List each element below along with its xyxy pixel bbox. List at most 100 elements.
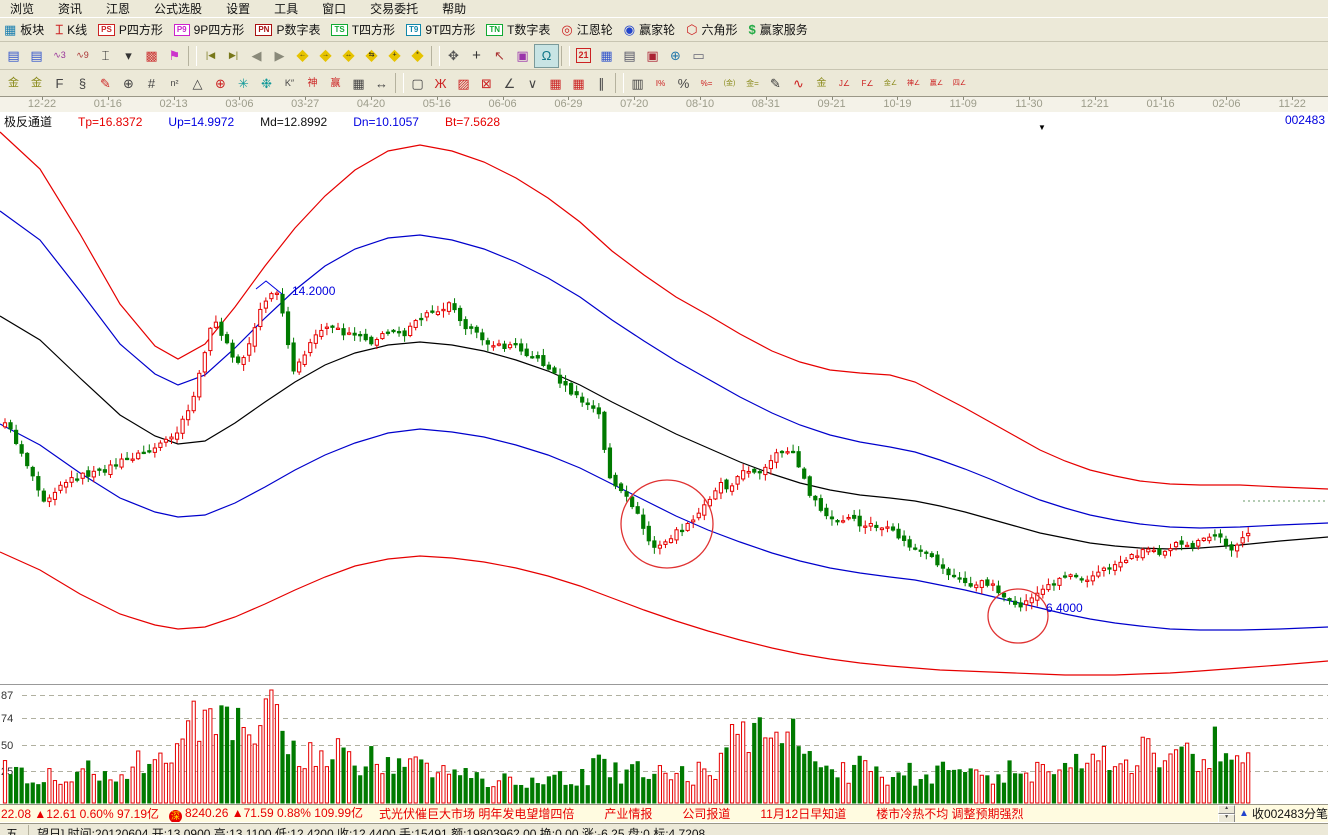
angle-lines-icon[interactable]: ∠ [503, 75, 516, 91]
news-item[interactable]: 公司报道 [682, 807, 731, 821]
news-item[interactable]: 产业情报 [604, 807, 653, 821]
j-angle-icon[interactable]: J∠ [838, 78, 851, 88]
menu-gann[interactable]: 江恩 [106, 2, 131, 16]
gann-star-icon[interactable]: ◆ * [411, 46, 424, 64]
tick-view-label[interactable]: 收002483分笔 [1251, 807, 1328, 821]
percent-levels-icon[interactable]: %= [700, 78, 713, 88]
fibonacci-ruler-icon[interactable]: F [55, 75, 64, 91]
tool-winner-wheel[interactable]: ◉ 赢家轮 [624, 21, 675, 38]
scroll-spinner[interactable]: ▲ ▼ [1218, 805, 1236, 822]
wave-count-9-icon[interactable]: ∿9 [76, 50, 89, 60]
parallel-lines-icon[interactable]: ∥ [598, 75, 605, 91]
tool-winner-service[interactable]: $ 赢家服务 [749, 21, 808, 38]
gann-cross-icon[interactable]: ◆ + [388, 46, 401, 64]
next-bar-icon[interactable]: ▶ [274, 48, 285, 63]
candle-display-icon[interactable]: ⌶ [101, 48, 110, 63]
save-icon[interactable]: ▣ [646, 48, 659, 63]
menu-help[interactable]: 帮助 [442, 2, 467, 16]
board-list-icon[interactable]: ▤ [7, 48, 20, 63]
gann-circle-ruler-icon[interactable]: ⊕ [123, 75, 134, 91]
abacus-icon[interactable]: ▦ [352, 75, 365, 91]
gold-pagoda-icon[interactable]: 金 [8, 76, 19, 89]
tool-9t-square[interactable]: T9 9T四方形 [406, 21, 475, 38]
menu-browse[interactable]: 浏览 [10, 2, 35, 16]
n-square-icon[interactable]: n² [170, 77, 179, 88]
angle-mirror-icon[interactable]: △ [192, 75, 203, 91]
stats-panel-icon[interactable]: ▥ [631, 75, 644, 91]
news-item[interactable]: 式光伏催巨大市场 明年发电望增四倍 [379, 807, 575, 821]
hand-pan-icon[interactable]: ✥ [448, 48, 459, 63]
percent-icon[interactable]: % [677, 75, 690, 91]
gold-pagoda2-icon[interactable]: 金 [31, 76, 42, 89]
notes-icon[interactable]: ▤ [623, 48, 636, 63]
menu-news[interactable]: 资讯 [58, 2, 83, 16]
red-crosshair-icon[interactable]: ⊕ [215, 75, 226, 91]
win-angle-icon[interactable]: 赢∠ [929, 79, 944, 87]
tool-p-square[interactable]: PS P四方形 [98, 21, 163, 38]
web-quote-icon[interactable]: ⊕ [670, 48, 681, 63]
crosshair-icon[interactable]: + [472, 47, 481, 64]
ink-pen-icon[interactable]: ✎ [770, 75, 781, 91]
wave-count-3-icon[interactable]: ∿3 [53, 50, 66, 60]
menu-window[interactable]: 窗口 [322, 2, 347, 16]
tool-t-square[interactable]: TS T四方形 [331, 21, 395, 38]
gold-circle-icon[interactable]: (金) [723, 79, 736, 87]
tool-9p-square[interactable]: P9 9P四方形 [173, 21, 244, 38]
time-grid-icon[interactable]: ▦ [572, 75, 585, 91]
tool-hexagon[interactable]: ⬡ 六角形 [686, 21, 737, 38]
mark-point-icon[interactable]: ↖ [494, 48, 505, 63]
menu-formula-picker[interactable]: 公式选股 [154, 2, 203, 16]
gann-right-icon[interactable]: ◆ → [319, 46, 332, 64]
tool-t-table[interactable]: TN T数字表 [486, 21, 550, 38]
calculator-icon[interactable]: ▦ [600, 48, 613, 63]
price-grid-icon[interactable]: ▦ [549, 75, 562, 91]
gann-expand-icon[interactable]: ◆ ↔ [342, 46, 355, 64]
tool-kline[interactable]: ⌶ K线 [55, 21, 87, 38]
si-angle-icon[interactable]: 四∠ [952, 79, 967, 87]
x-box-icon[interactable]: ⊠ [481, 75, 492, 91]
print-icon[interactable]: ▭ [692, 48, 705, 63]
spinner-up-button[interactable]: ▲ [1218, 805, 1236, 814]
tool-board[interactable]: ▦ 板块 [4, 21, 44, 38]
menu-settings[interactable]: 设置 [226, 2, 251, 16]
tool-p-table[interactable]: PN P数字表 [255, 21, 320, 38]
percent-line-icon[interactable]: Ⅰ% [655, 78, 666, 88]
fan-box-icon[interactable]: ▨ [457, 75, 470, 91]
star-grid-icon[interactable]: ❉ [261, 75, 272, 91]
gann-swap-icon[interactable]: ◆ ⇆ [365, 46, 378, 64]
chevron-down-icon[interactable]: ▼ [1038, 123, 1046, 132]
calendar-icon[interactable]: 21 [572, 45, 595, 67]
last-bar-icon[interactable]: ▶| [228, 50, 239, 60]
star-burst-icon[interactable]: ✳ [238, 75, 249, 91]
box-measure-icon[interactable]: ▢ [411, 75, 424, 91]
news-item[interactable]: 楼市冷热不均 调整预期强烈 [876, 807, 1024, 821]
gold-wave-icon[interactable]: 金 [816, 77, 827, 89]
report-doc-icon[interactable]: ▤ [30, 48, 43, 63]
gann-fan-icon[interactable]: Ж [434, 75, 447, 91]
menu-trade[interactable]: 交易委托 [370, 2, 419, 16]
gold-angle-icon[interactable]: 金∠ [883, 79, 898, 87]
volume-profile-icon[interactable]: ⚑ [168, 48, 181, 63]
fractal-icon[interactable]: Ω [534, 43, 559, 68]
measure-icon[interactable]: ↔ [375, 75, 388, 91]
gold-levels-icon[interactable]: 金= [746, 78, 759, 88]
menu-tools[interactable]: 工具 [274, 2, 299, 16]
zigzag-icon[interactable]: ∨ [527, 75, 538, 91]
main-chart[interactable]: 极反通道 Tp=16.8372 Up=14.9972 Md=12.8992 Dn=10… [0, 112, 1328, 804]
f-angle-icon[interactable]: F∠ [861, 78, 874, 88]
news-item[interactable]: 11月12日早知道 [760, 807, 847, 821]
spiral-icon[interactable]: § [78, 75, 87, 91]
tool-gann-wheel[interactable]: ◎ 江恩轮 [561, 21, 612, 38]
wave-measure-icon[interactable]: ∿ [793, 75, 804, 91]
stamp-icon[interactable]: ▣ [516, 48, 529, 63]
first-bar-icon[interactable]: |◀ [205, 50, 216, 60]
prev-bar-icon[interactable]: ◀ [251, 48, 262, 63]
win-tool-icon[interactable]: 赢 [330, 77, 341, 89]
pattern-search-icon[interactable]: ▩ [145, 48, 158, 63]
gann-left-icon[interactable]: ◆ ← [296, 46, 309, 64]
k-quote-icon[interactable]: K″ [284, 77, 295, 88]
grid-scale-icon[interactable]: # [147, 75, 156, 91]
candle-dropdown-arrow[interactable]: ▾ [125, 48, 132, 63]
shen-tool-icon[interactable]: 神 [307, 77, 318, 89]
